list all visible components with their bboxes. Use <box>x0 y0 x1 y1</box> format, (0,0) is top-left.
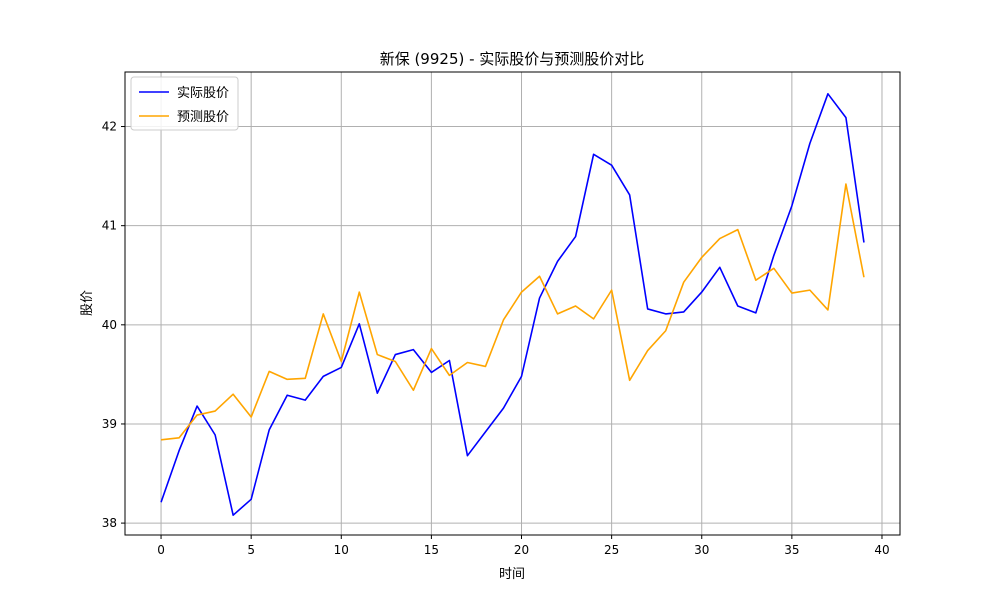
x-tick-label: 30 <box>694 543 709 557</box>
y-tick-label: 40 <box>102 318 117 332</box>
x-tick-label: 10 <box>334 543 349 557</box>
grid <box>125 72 900 535</box>
axis-ticks: 0 5 10 15 20 25 30 35 40 38 39 40 41 42 <box>102 120 890 557</box>
x-axis-title: 时间 <box>499 567 525 582</box>
plot-area-frame <box>124 71 901 536</box>
series-lines <box>160 93 865 516</box>
y-tick-label: 39 <box>102 417 117 431</box>
series-line-actual <box>160 93 865 516</box>
x-tick-label: 40 <box>874 543 889 557</box>
y-tick-label: 41 <box>102 219 117 233</box>
x-tick-label: 35 <box>784 543 799 557</box>
x-tick-label: 15 <box>424 543 439 557</box>
x-tick-label: 25 <box>604 543 619 557</box>
y-tick-label: 38 <box>102 516 117 530</box>
legend-label-actual: 实际股价 <box>177 86 229 101</box>
legend: 实际股价 预测股价 <box>130 76 239 131</box>
y-tick-label: 42 <box>102 120 117 134</box>
chart-title: 新保 (9925) - 实际股价与预测股价对比 <box>380 50 645 68</box>
x-tick-label: 5 <box>247 543 255 557</box>
x-tick-label: 20 <box>514 543 529 557</box>
x-tick-label: 0 <box>157 543 165 557</box>
series-line-predicted <box>160 183 865 441</box>
legend-label-predicted: 预测股价 <box>177 110 229 125</box>
y-axis-title: 股价 <box>80 290 95 316</box>
